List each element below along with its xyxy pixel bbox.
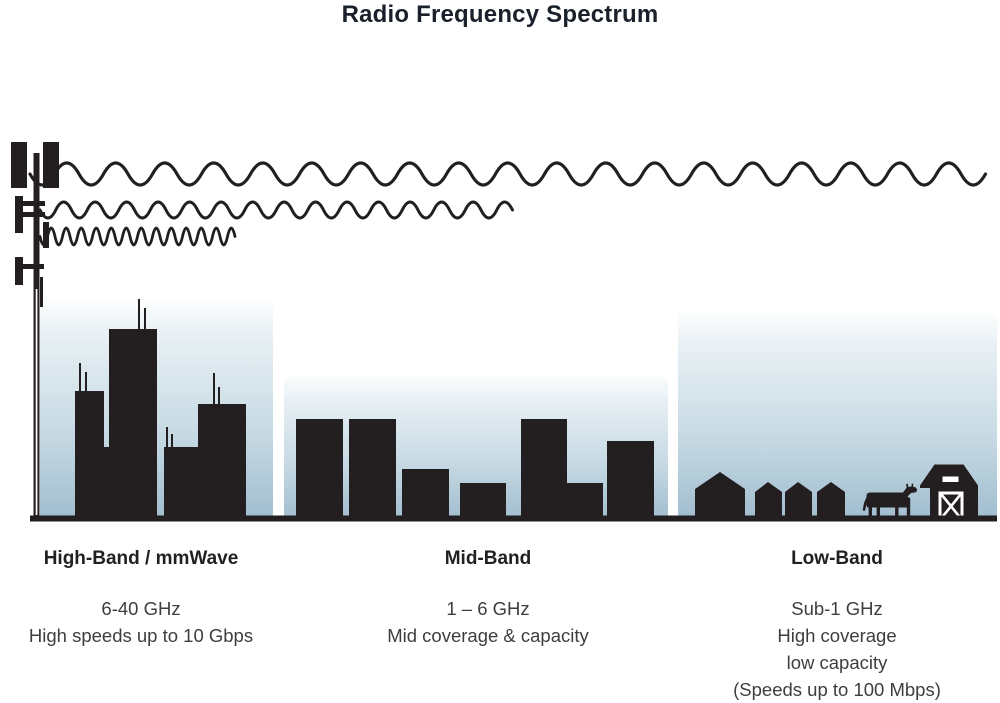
band-description: low capacity xyxy=(786,652,888,673)
antenna-panel xyxy=(43,142,59,188)
short-wavelength-wave xyxy=(38,226,237,247)
mid-band-label-block: Mid-Band 1 – 6 GHz Mid coverage & capaci… xyxy=(358,548,618,649)
band-title: Mid-Band xyxy=(444,548,532,569)
antenna-panel xyxy=(11,142,27,188)
rooftop-antennas xyxy=(79,299,220,448)
band-title: High-Band / mmWave xyxy=(43,548,239,569)
houses xyxy=(695,472,845,518)
antenna-panel xyxy=(15,196,23,233)
band-description: Mid coverage & capacity xyxy=(387,625,589,646)
radio-waves xyxy=(28,161,988,247)
whip-antenna xyxy=(43,222,49,248)
house-icon xyxy=(755,482,782,518)
house-icon xyxy=(695,472,745,518)
spectrum-graphic xyxy=(11,142,997,522)
band-description: (Speeds up to 100 Mbps) xyxy=(733,679,941,700)
mid-band-scene xyxy=(284,373,668,520)
house-icon xyxy=(785,482,812,518)
long-wavelength-wave xyxy=(28,161,988,187)
barn-door-cross xyxy=(940,493,962,519)
ground-line xyxy=(30,515,997,522)
high-band-scene xyxy=(40,295,273,520)
low-band-label-block: Low-Band Sub-1 GHz High coverage low cap… xyxy=(687,548,987,703)
town-buildings xyxy=(296,419,654,518)
band-title: Low-Band xyxy=(791,548,883,569)
high-band-label-block: High-Band / mmWave 6-40 GHz High speeds … xyxy=(11,548,271,649)
house-icon xyxy=(817,482,845,518)
barn-loft-vent xyxy=(942,476,959,482)
cow-icon xyxy=(862,483,918,518)
low-band-scene xyxy=(678,309,997,520)
diagram-title: Radio Frequency Spectrum xyxy=(341,1,659,28)
barn-icon xyxy=(920,464,978,519)
band-description: High coverage xyxy=(777,625,897,646)
band-description: High speeds up to 10 Gbps xyxy=(28,625,254,646)
antenna-panel xyxy=(15,257,23,285)
medium-wavelength-wave xyxy=(38,200,514,220)
cell-tower-icon xyxy=(11,142,59,517)
band-frequency: 6-40 GHz xyxy=(101,598,181,619)
band-frequency: 1 – 6 GHz xyxy=(446,598,530,619)
city-skyline xyxy=(75,329,246,518)
band-frequency: Sub-1 GHz xyxy=(791,598,883,619)
